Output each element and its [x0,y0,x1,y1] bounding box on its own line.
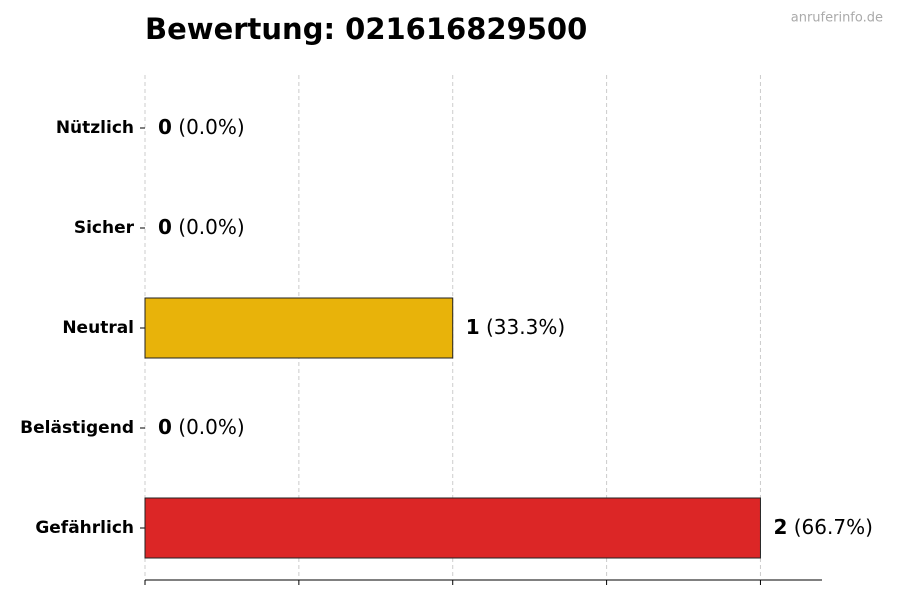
y-tick-label: Belästigend [20,418,134,438]
value-label: 1 (33.3%) [466,315,565,339]
value-label: 0 (0.0%) [158,215,245,239]
value-count: 2 [773,515,787,539]
chart-title: Bewertung: 021616829500 [145,12,587,46]
value-count: 1 [466,315,480,339]
y-tick-label: Nützlich [56,118,134,138]
value-percent: (0.0%) [178,415,244,439]
value-count: 0 [158,215,172,239]
value-percent: (0.0%) [178,215,244,239]
bar [144,297,454,359]
value-percent: (33.3%) [486,315,565,339]
bar [144,497,761,559]
value-count: 0 [158,115,172,139]
y-tick-label: Neutral [62,318,134,338]
value-label: 0 (0.0%) [158,415,245,439]
y-tick-label: Sicher [74,218,135,238]
value-label: 0 (0.0%) [158,115,245,139]
y-tick-label: Gefährlich [35,518,134,538]
watermark: anruferinfo.de [791,11,883,26]
value-label: 2 (66.7%) [773,515,872,539]
value-percent: (0.0%) [178,115,244,139]
value-count: 0 [158,415,172,439]
value-percent: (66.7%) [794,515,873,539]
